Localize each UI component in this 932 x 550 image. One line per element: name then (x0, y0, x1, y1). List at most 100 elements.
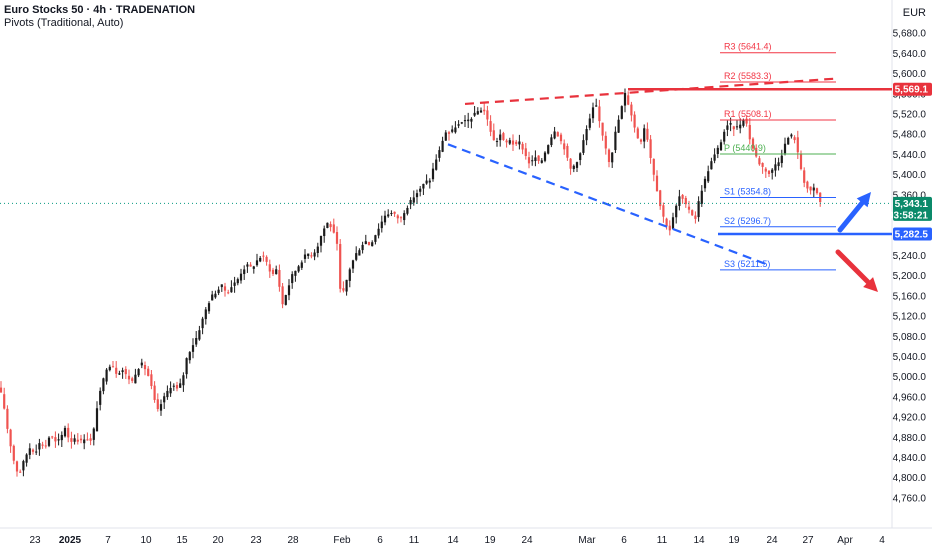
resistance-tag (893, 82, 932, 96)
candle-body (739, 124, 742, 129)
candle-body (771, 169, 774, 173)
candle-body (41, 444, 44, 446)
candle-body (607, 149, 611, 163)
indicator-label[interactable]: Pivots (Traditional, Auto) (4, 17, 124, 29)
candle-body (735, 126, 739, 128)
candle-body (316, 246, 319, 253)
pivot-label: P (5440.9) (724, 143, 766, 153)
candle-body (265, 256, 268, 262)
time-tick-label: 6 (377, 535, 383, 546)
candle-body (383, 215, 387, 223)
candle-body (419, 188, 422, 192)
candle-body (470, 118, 473, 122)
candle-body (95, 408, 99, 432)
candle-body (207, 303, 211, 312)
candle-body (15, 461, 19, 472)
candle-body (668, 225, 671, 231)
candle-body (595, 105, 598, 107)
candle-body (649, 139, 652, 158)
candle-body (399, 217, 403, 219)
lower-channel-trendline (447, 143, 771, 267)
time-tick-label: 19 (728, 535, 740, 546)
candle-body (540, 160, 543, 163)
candle-body (435, 159, 438, 170)
time-tick-label: 24 (521, 535, 533, 546)
candle-body (630, 104, 633, 116)
price-tick-label: 5,680.0 (893, 29, 927, 40)
candle-body (54, 437, 57, 442)
candle-body (620, 106, 623, 119)
candle-body (742, 120, 745, 126)
candle-body (627, 95, 630, 105)
candle-body (799, 154, 803, 170)
price-tick-label: 5,080.0 (893, 332, 927, 343)
candle-body (127, 375, 131, 380)
candle-body (223, 286, 227, 291)
candle-body (489, 121, 492, 132)
candle-body (73, 438, 76, 442)
candle-body (195, 338, 198, 345)
candle-body (281, 286, 284, 305)
candle-body (246, 264, 249, 267)
price-tick-label: 5,240.0 (893, 251, 927, 262)
time-axis[interactable]: 23 2025 7 10 15 20 23 28 Feb 6 11 14 19 24 Mar 6 11 14 19 2… (29, 535, 885, 546)
time-tick-label: 11 (657, 535, 668, 546)
time-tick-label: 23 (29, 535, 41, 546)
candle-body (57, 439, 60, 441)
candle-body (604, 135, 607, 149)
candle-body (719, 142, 723, 151)
price-tick-label: 5,200.0 (893, 271, 927, 282)
candle-body (662, 205, 665, 217)
candle-body (495, 141, 499, 143)
candle-body (655, 175, 659, 192)
candle-body (364, 241, 367, 245)
candle-body (374, 235, 377, 242)
candle-body (518, 141, 521, 145)
candle-body (329, 224, 332, 228)
candle-body (294, 270, 297, 276)
candle-body (67, 427, 70, 438)
candle-body (355, 253, 358, 260)
candle-body (774, 164, 777, 171)
candle-body (790, 134, 793, 137)
candle-body (543, 152, 547, 161)
candle-body (783, 143, 787, 154)
candle-body (351, 260, 355, 269)
candle-body (767, 170, 771, 174)
time-tick-label: Apr (837, 535, 853, 546)
candle-body (307, 253, 310, 256)
last-price-tag (893, 196, 932, 221)
candle-body (675, 205, 678, 218)
bullish-arrow-shaft (837, 200, 865, 233)
candle-body (803, 170, 806, 183)
candle-body (457, 124, 460, 126)
candle-body (713, 154, 716, 161)
bearish-arrow-head (863, 277, 878, 292)
candle-body (159, 404, 163, 411)
candle-body (415, 193, 419, 198)
candle-body (396, 215, 399, 219)
candle-body (70, 438, 73, 442)
candle-body (687, 206, 691, 210)
candle-body (143, 365, 147, 370)
price-axis[interactable]: 4,760.0 4,800.0 4,840.0 4,880.0 4,920.0 4,960… (893, 29, 927, 505)
price-tick-label: 5,400.0 (893, 170, 927, 181)
candle-body (425, 180, 428, 184)
price-tick-label: 4,840.0 (893, 453, 927, 464)
candle-body (623, 92, 627, 106)
candle-body (697, 201, 700, 218)
candle-body (550, 137, 553, 146)
candle-body (358, 250, 361, 256)
last-price-countdown: 03:58:21 (888, 210, 928, 221)
candle-body (287, 285, 291, 296)
support-tag (893, 227, 932, 241)
candle-body (515, 141, 518, 145)
bearish-arrow-shaft (835, 249, 871, 285)
candle-body (377, 228, 380, 236)
candle-body (431, 168, 435, 180)
candle-body (694, 215, 697, 219)
candle-body (563, 143, 566, 150)
candle-body (108, 366, 111, 371)
candle-body (102, 378, 105, 392)
